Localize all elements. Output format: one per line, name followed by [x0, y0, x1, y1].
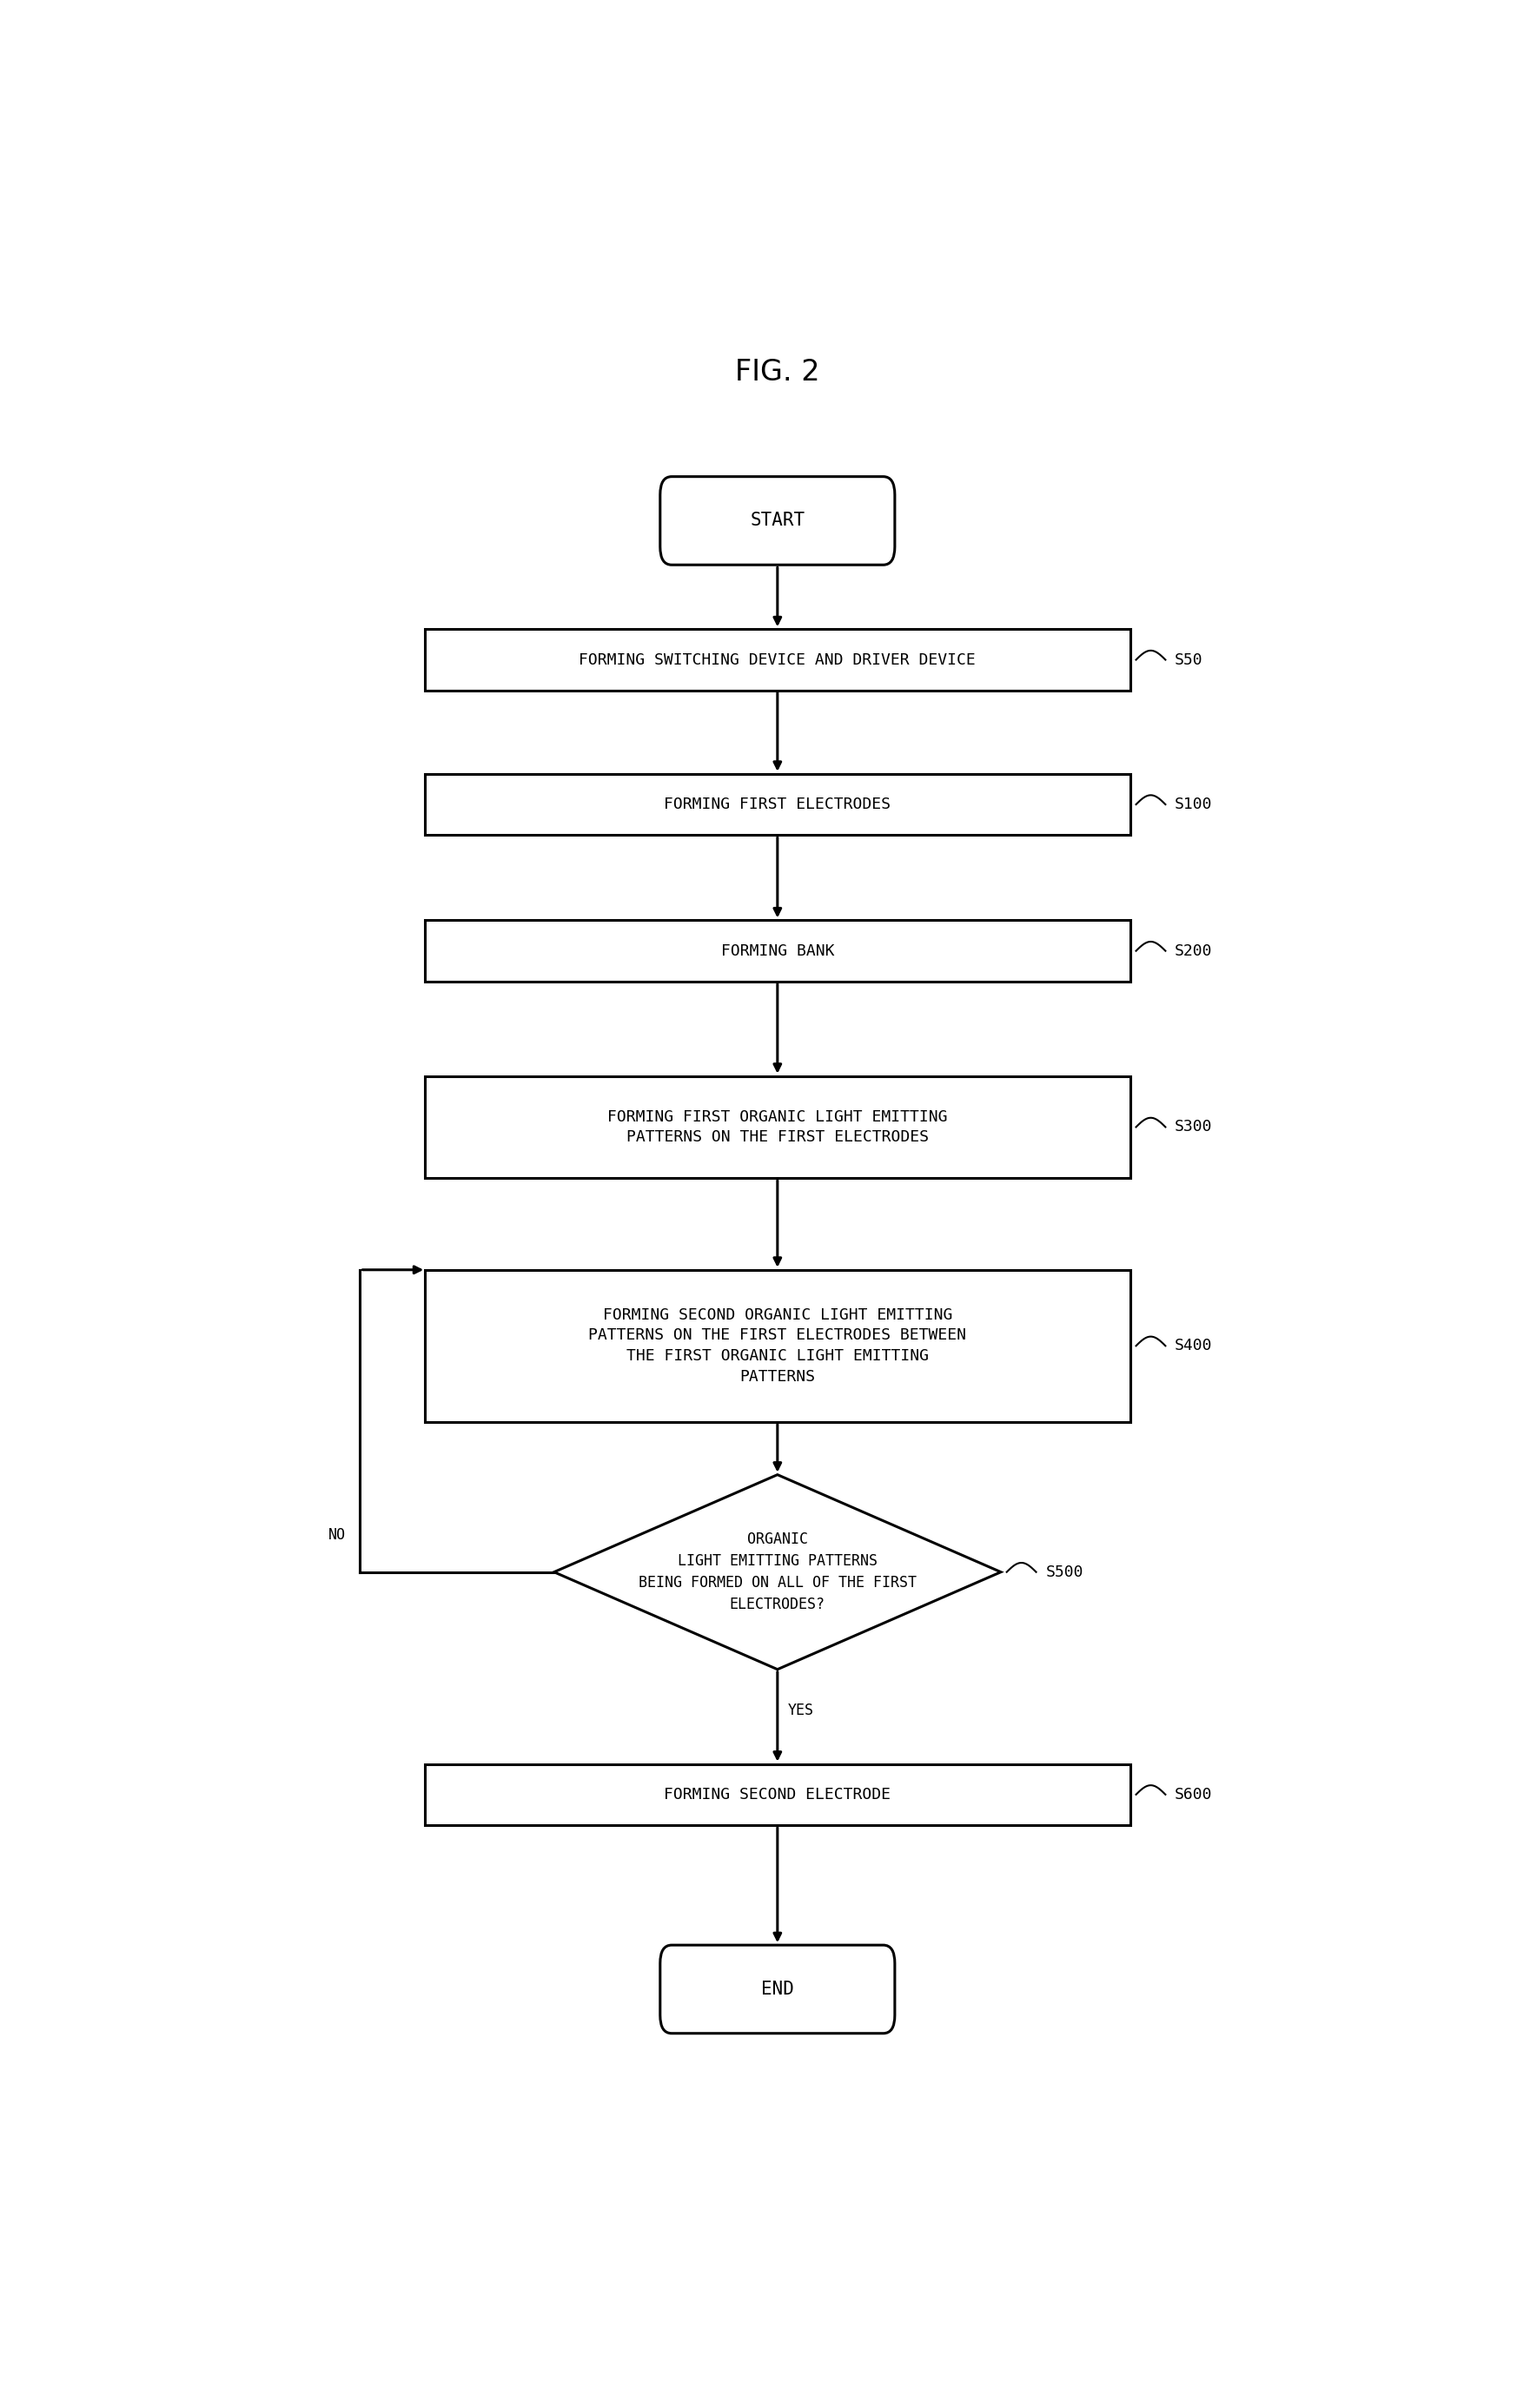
Text: S500: S500 [1045, 1565, 1083, 1580]
Text: FORMING BANK: FORMING BANK [721, 944, 834, 958]
Text: S600: S600 [1174, 1787, 1212, 1801]
Polygon shape [554, 1474, 1001, 1669]
Text: NO: NO [328, 1527, 346, 1544]
Bar [425, 773, 1130, 836]
Bar [425, 1076, 1130, 1178]
Bar [425, 1765, 1130, 1825]
Text: FORMING FIRST ELECTRODES: FORMING FIRST ELECTRODES [664, 797, 890, 811]
Bar [425, 920, 1130, 982]
Text: FORMING SWITCHING DEVICE AND DRIVER DEVICE: FORMING SWITCHING DEVICE AND DRIVER DEVI… [579, 653, 975, 667]
Text: S300: S300 [1174, 1120, 1212, 1134]
Text: S50: S50 [1174, 653, 1203, 667]
FancyBboxPatch shape [660, 1946, 895, 2032]
Text: YES: YES [787, 1702, 815, 1719]
Text: FORMING SECOND ELECTRODE: FORMING SECOND ELECTRODE [664, 1787, 890, 1801]
Bar [425, 1269, 1130, 1421]
Text: FIG. 2: FIG. 2 [736, 359, 819, 388]
Text: START: START [749, 513, 806, 530]
Text: S200: S200 [1174, 944, 1212, 958]
Bar [425, 628, 1130, 691]
Text: S100: S100 [1174, 797, 1212, 811]
Text: FORMING FIRST ORGANIC LIGHT EMITTING
PATTERNS ON THE FIRST ELECTRODES: FORMING FIRST ORGANIC LIGHT EMITTING PAT… [607, 1110, 948, 1146]
Text: FORMING SECOND ORGANIC LIGHT EMITTING
PATTERNS ON THE FIRST ELECTRODES BETWEEN
T: FORMING SECOND ORGANIC LIGHT EMITTING PA… [589, 1308, 966, 1385]
Text: END: END [762, 1979, 793, 1999]
FancyBboxPatch shape [660, 477, 895, 566]
Text: S400: S400 [1174, 1339, 1212, 1353]
Text: ORGANIC
LIGHT EMITTING PATTERNS
BEING FORMED ON ALL OF THE FIRST
ELECTRODES?: ORGANIC LIGHT EMITTING PATTERNS BEING FO… [639, 1531, 916, 1613]
